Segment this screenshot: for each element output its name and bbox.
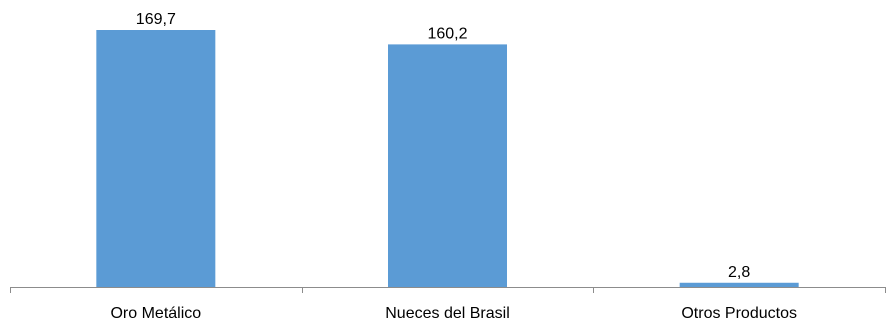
- x-axis: Oro Metálico Nueces del Brasil Otros Produ…: [10, 287, 886, 322]
- bar-3: [679, 282, 799, 287]
- data-label-2: 160,2: [427, 25, 467, 42]
- data-label-3: 2,8: [728, 264, 750, 281]
- bar-2: [388, 44, 507, 287]
- bar-1: [96, 30, 216, 287]
- x-tick-label-1: Oro Metálico: [110, 305, 201, 322]
- data-labels-layer: 169,7 160,2 2,8: [136, 11, 751, 281]
- data-label-1: 169,7: [136, 11, 176, 28]
- x-tick-label-2: Nueces del Brasil: [385, 305, 510, 322]
- bars-layer: [96, 30, 799, 287]
- x-tick-label-3: Otros Productos: [681, 305, 797, 322]
